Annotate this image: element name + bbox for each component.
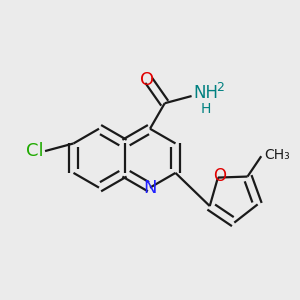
Text: H: H <box>200 102 211 116</box>
Text: O: O <box>140 71 154 89</box>
Text: Cl: Cl <box>26 142 44 160</box>
Text: NH: NH <box>193 84 218 102</box>
Text: 2: 2 <box>216 81 224 94</box>
Text: N: N <box>143 178 157 196</box>
Text: O: O <box>213 167 226 185</box>
Text: CH₃: CH₃ <box>265 148 290 162</box>
